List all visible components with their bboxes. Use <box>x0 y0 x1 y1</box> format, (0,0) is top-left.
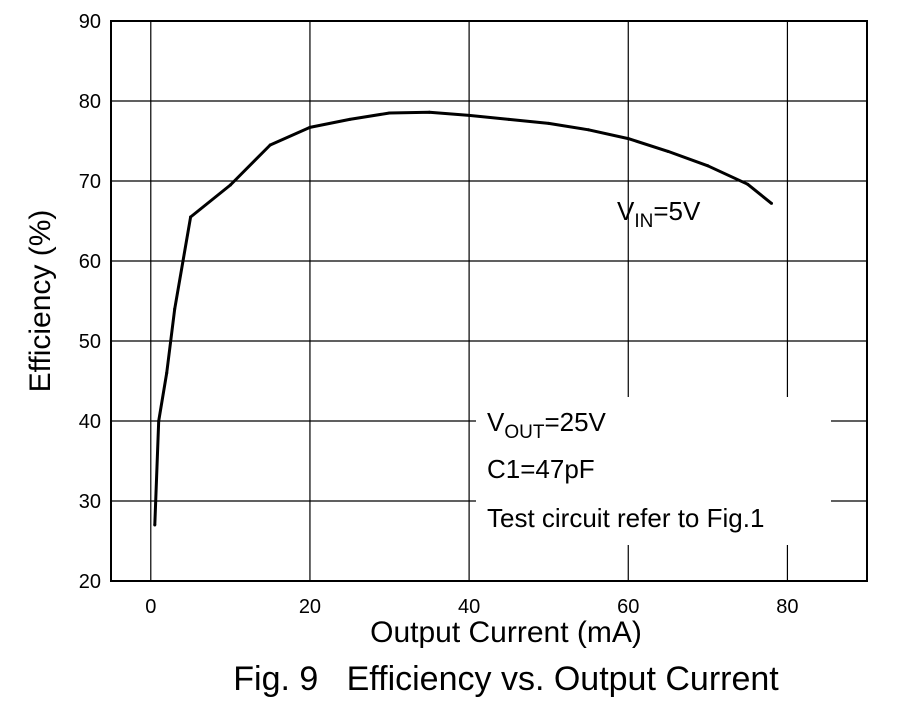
data-point <box>507 117 511 121</box>
vin-annotation: VIN=5V <box>617 196 701 232</box>
x-tick-label-20: 20 <box>299 596 321 618</box>
c1-annotation: C1=47pF <box>487 454 595 484</box>
x-tick-label-0: 0 <box>145 596 156 618</box>
data-point <box>348 117 352 121</box>
data-point <box>427 110 431 114</box>
data-point <box>157 419 161 423</box>
x-tick-label-40: 40 <box>458 596 480 618</box>
data-points <box>153 110 774 527</box>
data-point <box>706 164 710 168</box>
data-point <box>467 113 471 117</box>
data-point <box>308 125 312 129</box>
data-point <box>746 182 750 186</box>
vin-annotation-rest: =5V <box>653 196 701 226</box>
x-tick-labels: 0 20 40 60 80 <box>145 596 798 618</box>
y-tick-label-40: 40 <box>79 411 101 433</box>
vout-annotation-main: V <box>487 407 505 437</box>
vout-annotation-sub: OUT <box>504 422 545 443</box>
x-tick-label-60: 60 <box>617 596 639 618</box>
data-point <box>165 371 169 375</box>
vin-annotation-main: V <box>617 196 635 226</box>
data-point <box>173 307 177 311</box>
x-tick-label-80: 80 <box>776 596 798 618</box>
vout-annotation: VOUT=25V <box>487 407 607 443</box>
data-point <box>547 121 551 125</box>
y-tick-label-80: 80 <box>79 91 101 113</box>
x-axis-title: Output Current (mA) <box>370 616 642 649</box>
annotation-box-background <box>476 397 831 545</box>
data-point <box>189 215 193 219</box>
y-tick-label-60: 60 <box>79 251 101 273</box>
data-point <box>388 111 392 115</box>
y-tick-label-50: 50 <box>79 331 101 353</box>
y-tick-label-20: 20 <box>79 571 101 593</box>
figure-caption: Fig. 9 Efficiency vs. Output Current <box>233 660 779 698</box>
data-point <box>626 137 630 141</box>
y-tick-label-70: 70 <box>79 171 101 193</box>
data-point <box>586 128 590 132</box>
efficiency-series-line <box>153 110 773 526</box>
y-axis-title: Efficiency (%) <box>24 210 57 393</box>
y-tick-labels: 20 30 40 50 60 70 80 90 <box>79 11 101 593</box>
data-point <box>268 143 272 147</box>
y-tick-label-30: 30 <box>79 491 101 513</box>
data-point <box>153 523 157 527</box>
data-point <box>228 183 232 187</box>
data-point <box>770 201 774 205</box>
vout-annotation-rest: =25V <box>544 407 606 437</box>
vin-annotation-sub: IN <box>634 211 653 232</box>
data-point <box>666 149 670 153</box>
plot-frame <box>110 20 868 582</box>
test-circuit-annotation: Test circuit refer to Fig.1 <box>487 503 764 533</box>
y-tick-label-90: 90 <box>79 11 101 33</box>
